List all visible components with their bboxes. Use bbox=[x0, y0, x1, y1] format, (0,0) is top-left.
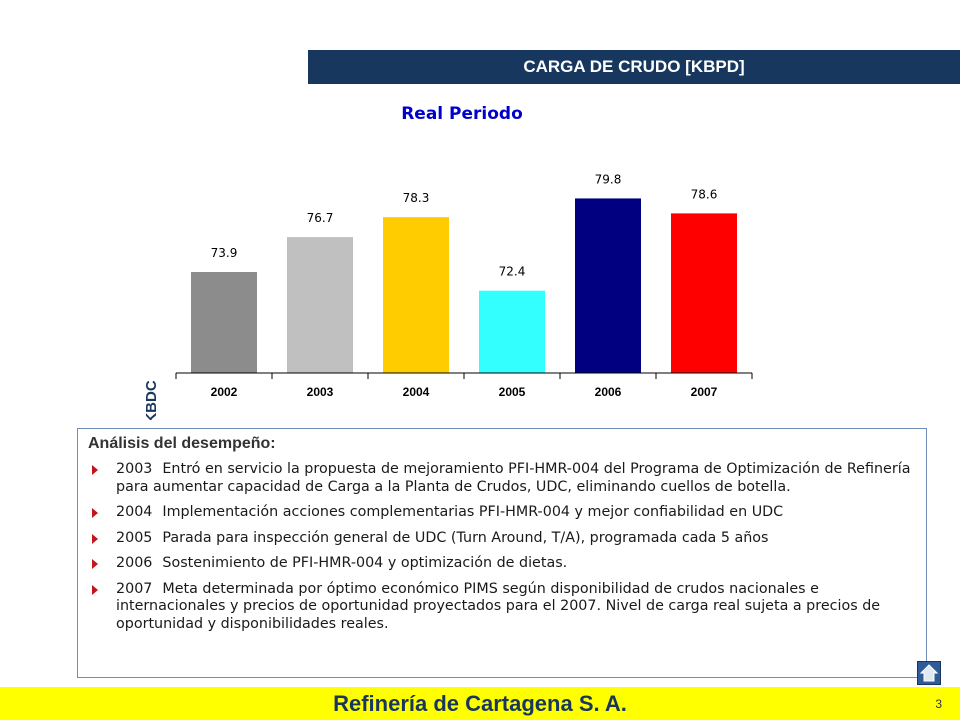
footer-bar: Refinería de Cartagena S. A. 3 bbox=[0, 687, 960, 720]
home-icon[interactable] bbox=[917, 661, 941, 685]
page-number: 3 bbox=[935, 697, 942, 711]
slide-header: CARGA DE CRUDO [KBPD] bbox=[308, 50, 960, 84]
value-label-2003: 76.7 bbox=[307, 211, 334, 225]
data-labels: 73.9 2002 76.7 2003 78.3 2004 72.4 2005 79.8 2006… bbox=[211, 172, 718, 399]
y-axis-label: KBDC bbox=[143, 380, 160, 420]
analysis-item-text: Implementación acciones complementarias … bbox=[162, 504, 784, 520]
home-icon-glyph bbox=[919, 664, 939, 682]
arrow-bullet-icon bbox=[92, 584, 98, 595]
arrow-bullet-icon bbox=[92, 508, 98, 518]
x-tick-label-2002: 2002 bbox=[211, 385, 238, 399]
x-tick-label-2005: 2005 bbox=[499, 385, 526, 399]
analysis-item-year: 2003 bbox=[116, 461, 153, 477]
bar-2005 bbox=[479, 290, 545, 373]
value-label-2005: 72.4 bbox=[499, 265, 526, 279]
x-tick-label-2004: 2004 bbox=[403, 385, 430, 399]
analysis-item: 2005 Parada para inspección general de UD… bbox=[88, 530, 916, 548]
analysis-item-year: 2007 bbox=[116, 580, 153, 597]
analysis-list: 2003 Entró en servicio la propuesta de me… bbox=[88, 461, 916, 633]
bar-2002 bbox=[191, 272, 257, 373]
analysis-item-text: Meta determinada por óptimo económico PI… bbox=[116, 580, 881, 632]
arrow-bullet-icon bbox=[92, 465, 98, 475]
bar-2007 bbox=[671, 213, 737, 373]
analysis-item-year: 2005 bbox=[116, 529, 153, 546]
analysis-box: Análisis del desempeño: 2003 Entró en ser… bbox=[77, 428, 927, 678]
x-tick-label-2007: 2007 bbox=[691, 385, 718, 399]
bar-2003 bbox=[287, 237, 353, 373]
x-tick-label-2006: 2006 bbox=[595, 385, 622, 399]
analysis-item: 2007 Meta determinada por óptimo económic… bbox=[88, 581, 916, 634]
analysis-item: 2004 Implementación acciones complementar… bbox=[88, 504, 916, 522]
chart-svg: Real Periodo KBDC 73.9 2002 76.7 2003 78.3 20… bbox=[143, 104, 753, 424]
value-label-2006: 79.8 bbox=[595, 172, 622, 186]
value-label-2002: 73.9 bbox=[211, 246, 238, 260]
analysis-item-text: Sostenimiento de PFI-HMR-004 y optimizac… bbox=[162, 555, 568, 571]
value-label-2004: 78.3 bbox=[403, 191, 430, 205]
analysis-item-year: 2006 bbox=[116, 555, 153, 571]
bar-2006 bbox=[575, 198, 641, 373]
bar-series bbox=[191, 198, 737, 373]
analysis-item-text: Parada para inspección general de UDC (T… bbox=[162, 529, 769, 546]
analysis-item: 2003 Entró en servicio la propuesta de me… bbox=[88, 461, 916, 496]
analysis-item-year: 2004 bbox=[116, 504, 153, 520]
arrow-bullet-icon bbox=[92, 559, 98, 569]
analysis-item: 2006 Sostenimiento de PFI-HMR-004 y optim… bbox=[88, 555, 916, 573]
x-axis-ticks bbox=[175, 373, 753, 379]
chart-title: Real Periodo bbox=[401, 104, 523, 124]
value-label-2007: 78.6 bbox=[691, 187, 718, 201]
analysis-item-text: Entró en servicio la propuesta de mejora… bbox=[116, 461, 911, 495]
x-tick-label-2003: 2003 bbox=[307, 385, 334, 399]
bar-2004 bbox=[383, 217, 449, 373]
footer-title: Refinería de Cartagena S. A. bbox=[333, 690, 627, 716]
arrow-bullet-icon bbox=[92, 533, 98, 544]
bar-chart: Real Periodo KBDC 73.9 2002 76.7 2003 78.3 20… bbox=[0, 90, 960, 424]
analysis-title: Análisis del desempeño: bbox=[88, 435, 276, 452]
slide-title: CARGA DE CRUDO [KBPD] bbox=[523, 57, 745, 76]
